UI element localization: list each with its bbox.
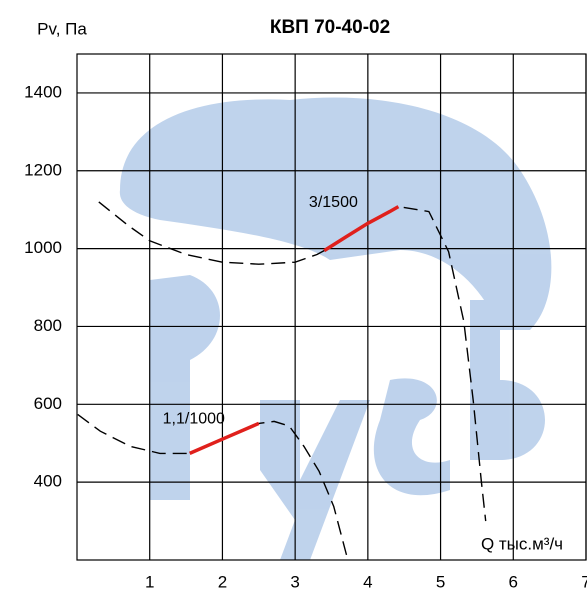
x-tick-label: 7 (581, 572, 587, 591)
y-tick-label: 800 (34, 316, 62, 335)
chart-title: КВП 70-40-02 (270, 17, 390, 38)
y-axis-label: Pv, Па (37, 19, 87, 38)
logo-watermark (119, 97, 552, 560)
working-range (189, 421, 260, 456)
x-axis-label: Q тыс.м³/ч (481, 534, 563, 553)
series-label: 1,1/1000 (163, 411, 225, 428)
x-tick-label: 4 (363, 572, 372, 591)
x-tick-label: 3 (290, 572, 299, 591)
y-tick-label: 1200 (24, 160, 62, 179)
working-range (323, 205, 400, 253)
x-tick-label: 2 (218, 572, 227, 591)
x-tick-label: 6 (509, 572, 518, 591)
y-tick-label: 1400 (24, 82, 62, 101)
x-tick-label: 5 (436, 572, 445, 591)
y-tick-label: 1000 (24, 238, 62, 257)
y-tick-label: 400 (34, 472, 62, 491)
series-label: 3/1500 (309, 194, 358, 211)
x-tick-label: 1 (145, 572, 154, 591)
y-tick-label: 600 (34, 394, 62, 413)
